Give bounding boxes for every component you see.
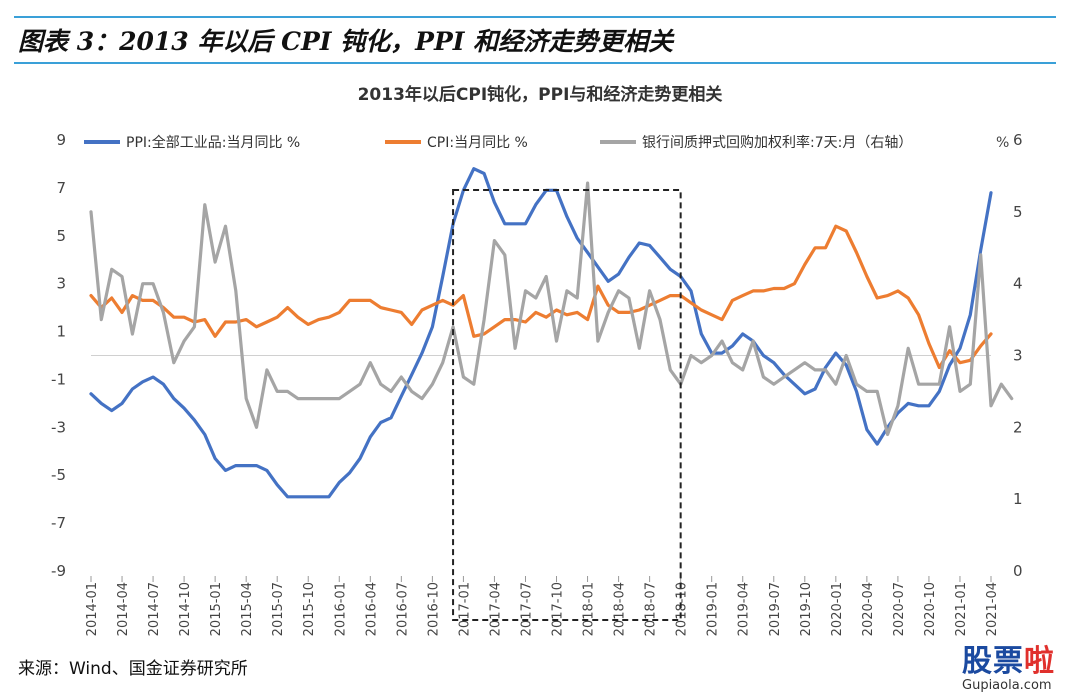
series-line-2	[89, 224, 993, 370]
x-axis-tick-label: 2020-01	[830, 582, 845, 636]
right-axis-tick: 1	[1013, 490, 1023, 508]
legend-label-1: PPI:全部工业品:当月同比 %	[126, 134, 300, 151]
x-axis-tick-label: 2014-01	[85, 582, 100, 636]
x-axis-tick-label: 2020-10	[923, 582, 938, 636]
x-axis-tick-label: 2019-10	[799, 582, 814, 636]
right-axis-tick: 6	[1013, 131, 1023, 149]
left-axis-tick: -5	[51, 466, 66, 484]
right-axis-tick: 4	[1013, 275, 1023, 293]
title-rule	[14, 62, 1056, 64]
left-axis-tick: 1	[56, 323, 66, 341]
legend-label-3: 银行间质押式回购加权利率:7天:月（右轴）	[642, 134, 912, 151]
figure-title: 图表 3：2013 年以后 CPI 钝化，PPI 和经济走势更相关	[18, 27, 674, 56]
x-axis-tick-label: 2017-01	[457, 582, 472, 636]
x-axis-tick-label: 2017-10	[551, 582, 566, 636]
right-axis-tick: 0	[1013, 562, 1023, 580]
x-axis-tick-label: 2015-07	[271, 582, 286, 636]
watermark-main: 股票	[962, 644, 1024, 679]
x-axis-tick-label: 2016-10	[426, 582, 441, 636]
chart-title: 2013年以后CPI钝化，PPI与和经济走势更相关	[358, 84, 723, 105]
x-axis-tick-label: 2014-04	[116, 582, 131, 636]
series-line-1	[89, 167, 993, 499]
x-axis-tick-label: 2019-01	[706, 582, 721, 636]
x-axis-tick-label: 2014-07	[147, 582, 162, 636]
left-axis-tick: -3	[51, 418, 66, 436]
x-axis-tick-label: 2017-07	[519, 582, 534, 636]
x-axis-tick-label: 2017-04	[488, 582, 503, 636]
x-axis-tick-label: 2015-01	[209, 582, 224, 636]
right-axis-unit: %	[996, 135, 1009, 151]
right-axis-tick: 2	[1013, 418, 1023, 436]
watermark-url: Gupiaola.com	[962, 678, 1052, 693]
left-axis-tick: 3	[56, 275, 66, 293]
x-axis-tick-label: 2015-04	[240, 582, 255, 636]
left-axis-tick: -1	[51, 370, 66, 388]
left-axis-tick: 5	[56, 227, 66, 245]
x-axis-tick-label: 2015-10	[302, 582, 317, 636]
x-axis-tick-label: 2016-07	[395, 582, 410, 636]
x-axis-tick-label: 2018-01	[582, 582, 597, 636]
x-axis-tick-label: 2016-04	[364, 582, 379, 636]
series-line-3	[89, 181, 1014, 437]
x-axis-tick-label: 2021-04	[985, 582, 1000, 636]
watermark-accent: 啦	[1024, 644, 1055, 679]
highlight-box	[452, 189, 682, 621]
source-note: 来源：Wind、国金证券研究所	[18, 659, 248, 679]
legend-label-2: CPI:当月同比 %	[427, 135, 528, 151]
x-axis-tick-label: 2014-10	[178, 582, 193, 636]
header-rule	[14, 16, 1056, 18]
left-axis-tick: -9	[51, 562, 66, 580]
left-axis-tick: 7	[56, 179, 66, 197]
watermark-logo: 股票啦 Gupiaola.com	[962, 636, 1055, 693]
left-axis-tick: 9	[56, 131, 66, 149]
left-axis-tick: -7	[51, 514, 66, 532]
x-axis-tick-label: 2016-01	[333, 582, 348, 636]
right-axis-tick: 3	[1013, 347, 1023, 365]
x-axis-tick-label: 2021-01	[954, 582, 969, 636]
line-chart: 2013年以后CPI钝化，PPI与和经济走势更相关 9 7 5 3 1 -1 -3 -5 -7 -9…	[51, 84, 1023, 636]
x-axis-tick-label: 2020-07	[892, 582, 907, 636]
x-axis-tick-label: 2019-04	[737, 582, 752, 636]
x-axis-tick-label: 2020-04	[861, 582, 876, 636]
x-axis-tick-label: 2019-07	[768, 582, 783, 636]
right-axis-tick: 5	[1013, 203, 1023, 221]
x-axis-tick-label: 2018-07	[644, 582, 659, 636]
x-axis-tick-label: 2018-04	[613, 582, 628, 636]
x-axis-tick-label: 2018-10	[675, 582, 690, 636]
